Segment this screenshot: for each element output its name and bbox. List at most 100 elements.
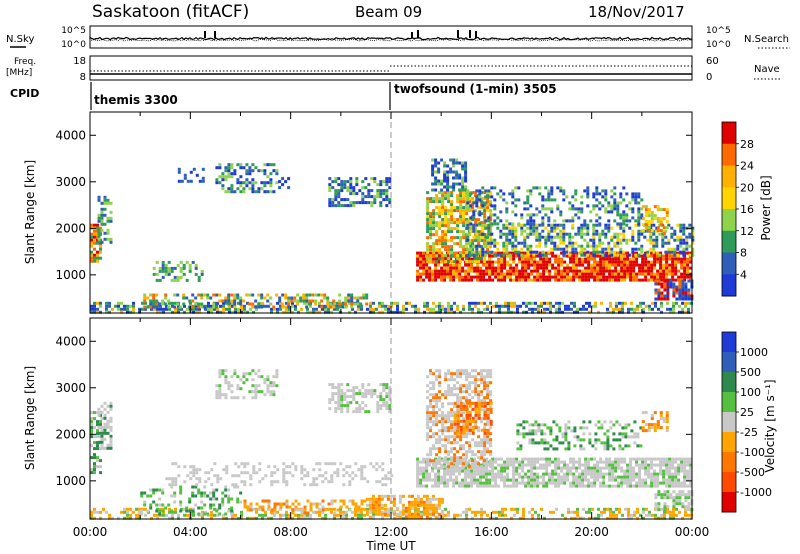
power-echo-cell [490, 204, 494, 208]
velocity-echo-cell [524, 457, 528, 461]
power-echo-cell [569, 260, 573, 264]
power-echo-cell [507, 301, 510, 305]
velocity-echo-cell [614, 478, 618, 482]
power-echo-cell [379, 180, 383, 184]
power-echo-cell [362, 293, 366, 297]
power-echo-cell [537, 304, 540, 308]
power-echo-cell [466, 232, 470, 236]
velocity-echo-cell [364, 395, 368, 399]
velocity-echo-cell [93, 468, 96, 472]
velocity-echo-cell [578, 457, 582, 461]
power-echo-cell [429, 221, 433, 225]
power-echo-cell [396, 304, 399, 308]
velocity-echo-cell [545, 484, 549, 488]
velocity-echo-cell [422, 506, 426, 510]
power-echo-cell [619, 216, 623, 220]
velocity-echo-cell [191, 512, 195, 516]
power-echo-cell [496, 216, 500, 220]
velocity-echo-cell [109, 404, 113, 408]
power-echo-cell [422, 272, 426, 276]
power-echo-cell [472, 253, 476, 257]
velocity-echo-cell [93, 453, 96, 457]
power-echo-cell [221, 184, 225, 188]
power-echo-cell [500, 266, 504, 270]
power-echo-cell [450, 194, 454, 198]
cpid-row: CPID themis 3300 twofsound (1-min) 3505 [10, 82, 557, 110]
power-echo-cell [622, 219, 626, 223]
velocity-echo-cell [515, 484, 519, 488]
velocity-echo-cell [248, 390, 252, 394]
power-echo-cell [671, 278, 675, 282]
power-echo-cell [485, 272, 489, 276]
velocity-echo-cell [575, 478, 579, 482]
velocity-echo-cell [254, 384, 258, 388]
velocity-echo-cell [333, 471, 337, 475]
power-echo-cell [426, 227, 430, 231]
velocity-echo-cell [97, 413, 101, 417]
power-echo-cell [656, 260, 660, 264]
power-ytick-label: 3000 [55, 175, 86, 189]
power-echo-cell [96, 223, 99, 227]
freq-panel: Freq. [MHz] 18 8 60 0 Nave [6, 55, 782, 83]
velocity-echo-cell [170, 485, 174, 489]
velocity-echo-cell [174, 477, 178, 481]
power-echo-cell [621, 307, 624, 311]
power-echo-cell [592, 195, 596, 199]
power-echo-cell [486, 307, 489, 311]
power-echo-cell [662, 217, 666, 221]
power-echo-cell [105, 304, 108, 308]
velocity-echo-cell [543, 516, 546, 520]
velocity-echo-cell [243, 502, 247, 506]
power-echo-cell [592, 226, 596, 230]
power-echo-cell [99, 250, 102, 254]
power-echo-cell [321, 307, 324, 311]
velocity-echo-cell [218, 375, 222, 379]
velocity-echo-cell [413, 506, 417, 510]
velocity-echo-cell [503, 463, 507, 467]
power-echo-cell [674, 266, 678, 270]
velocity-echo-cell [146, 494, 150, 498]
power-echo-cell [422, 260, 426, 264]
power-echo-cell [233, 302, 237, 306]
velocity-echo-cell [428, 472, 432, 476]
power-echo-cell [438, 197, 442, 201]
power-echo-cell [441, 218, 445, 222]
power-echo-cell [596, 263, 600, 267]
power-colorbar-segment [722, 187, 736, 210]
power-echo-cell [437, 167, 441, 171]
velocity-echo-cell [218, 384, 222, 388]
power-echo-cell [616, 213, 620, 217]
power-echo-cell [572, 275, 576, 279]
power-echo-cell [571, 247, 575, 251]
velocity-echo-cell [152, 500, 156, 504]
power-echo-cell [464, 185, 468, 189]
velocity-echo-cell [557, 478, 561, 482]
power-echo-cell [346, 189, 350, 193]
velocity-echo-cell [368, 515, 372, 519]
power-echo-cell [349, 201, 353, 205]
velocity-echo-cell [419, 484, 423, 488]
velocity-echo-cell [588, 510, 591, 514]
velocity-echo-cell [351, 499, 355, 503]
power-echo-cell [480, 236, 484, 240]
velocity-echo-cell [327, 502, 331, 506]
power-echo-cell [563, 275, 567, 279]
power-echo-cell [539, 275, 543, 279]
velocity-echo-cell [360, 510, 363, 514]
power-echo-cell [560, 269, 564, 273]
power-echo-cell [129, 304, 132, 308]
velocity-echo-cell [635, 463, 639, 467]
power-echo-cell [419, 275, 423, 279]
power-echo-cell [182, 266, 186, 270]
velocity-echo-cell [461, 460, 465, 464]
power-echo-cell [625, 238, 629, 242]
power-echo-cell [666, 285, 670, 289]
velocity-echo-cell [203, 491, 207, 495]
power-echo-cell [666, 279, 670, 283]
velocity-echo-cell [443, 478, 447, 482]
power-echo-cell [610, 207, 614, 211]
power-echo-cell [515, 275, 519, 279]
power-echo-cell [402, 304, 405, 308]
power-echo-cell [520, 241, 524, 245]
power-echo-cell [592, 232, 596, 236]
